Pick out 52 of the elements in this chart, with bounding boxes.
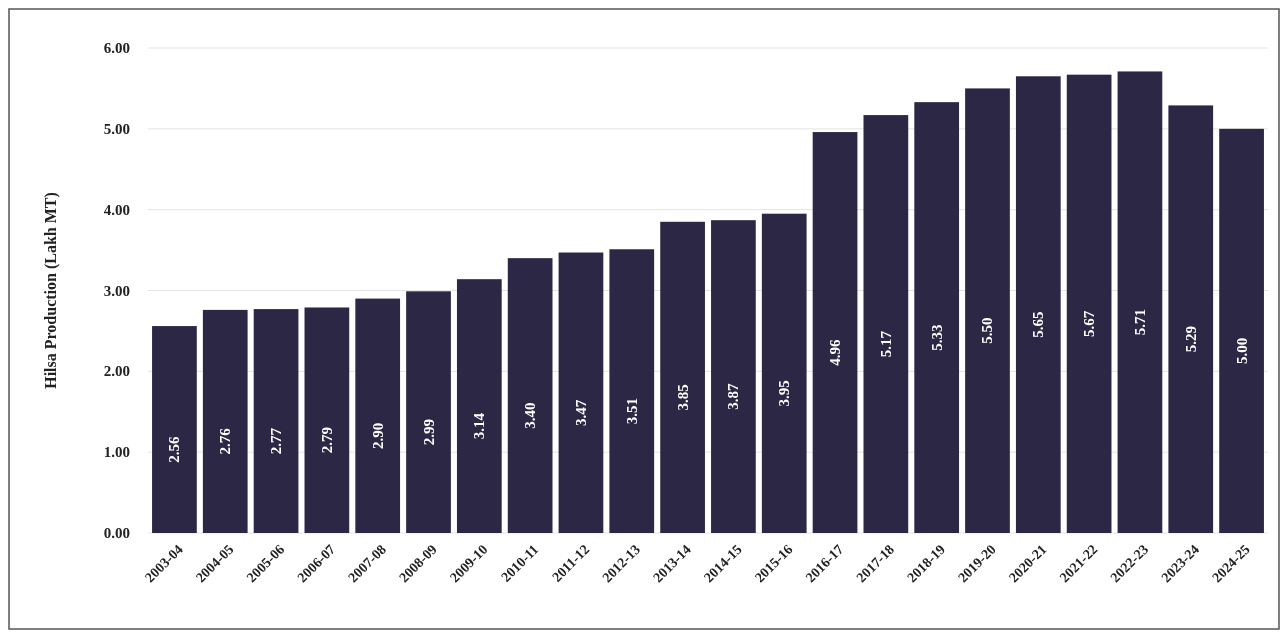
bar [1117, 71, 1163, 533]
bar [863, 115, 909, 533]
y-tick-label: 4.00 [103, 201, 130, 218]
y-tick-label: 0.00 [103, 525, 130, 541]
data-label: 2.76 [217, 427, 234, 455]
bar [660, 221, 705, 533]
bar [965, 88, 1010, 533]
bar [507, 258, 553, 533]
data-label: 2.99 [420, 419, 437, 446]
data-label: 3.95 [776, 380, 793, 407]
data-label: 5.71 [1131, 309, 1148, 336]
data-label: 2.56 [166, 435, 183, 463]
data-label: 5.50 [979, 317, 996, 344]
bar [202, 309, 248, 533]
data-label: 2.77 [268, 427, 285, 455]
bar [253, 309, 299, 533]
data-label: 5.00 [1233, 337, 1250, 365]
bar [1219, 128, 1264, 533]
bar [355, 298, 401, 533]
data-label: 3.85 [674, 384, 691, 411]
data-label: 3.47 [572, 399, 589, 426]
data-label: 5.67 [1081, 310, 1098, 337]
bar [456, 279, 502, 533]
y-tick-label: 1.00 [103, 444, 130, 461]
y-axis-title: Hilsa Production (Lakh MT) [42, 192, 60, 389]
bar [1015, 76, 1061, 533]
data-label: 2.79 [318, 427, 335, 454]
bar [609, 249, 655, 533]
data-label: 3.40 [522, 402, 539, 429]
data-label: 2.90 [369, 422, 386, 449]
data-label: 5.29 [1182, 326, 1199, 353]
data-label: 3.14 [471, 412, 488, 440]
data-label: 3.51 [623, 398, 640, 425]
y-tick-label: 6.00 [103, 40, 130, 56]
y-tick-label: 5.00 [103, 120, 130, 137]
data-label: 5.65 [1030, 311, 1047, 338]
data-label: 3.87 [725, 382, 742, 410]
bar [761, 213, 807, 533]
bar [812, 132, 858, 533]
bar [1168, 105, 1214, 533]
y-tick-label: 3.00 [103, 282, 130, 299]
bar [304, 307, 350, 533]
y-tick-label: 2.00 [103, 363, 130, 380]
bar [558, 252, 604, 533]
data-label: 5.17 [877, 330, 894, 358]
bar [152, 326, 197, 533]
data-label: 5.33 [928, 324, 945, 351]
bar [914, 102, 960, 533]
bar [406, 291, 451, 533]
bar [711, 220, 756, 533]
bar [1066, 74, 1112, 533]
data-label: 4.96 [827, 338, 844, 366]
